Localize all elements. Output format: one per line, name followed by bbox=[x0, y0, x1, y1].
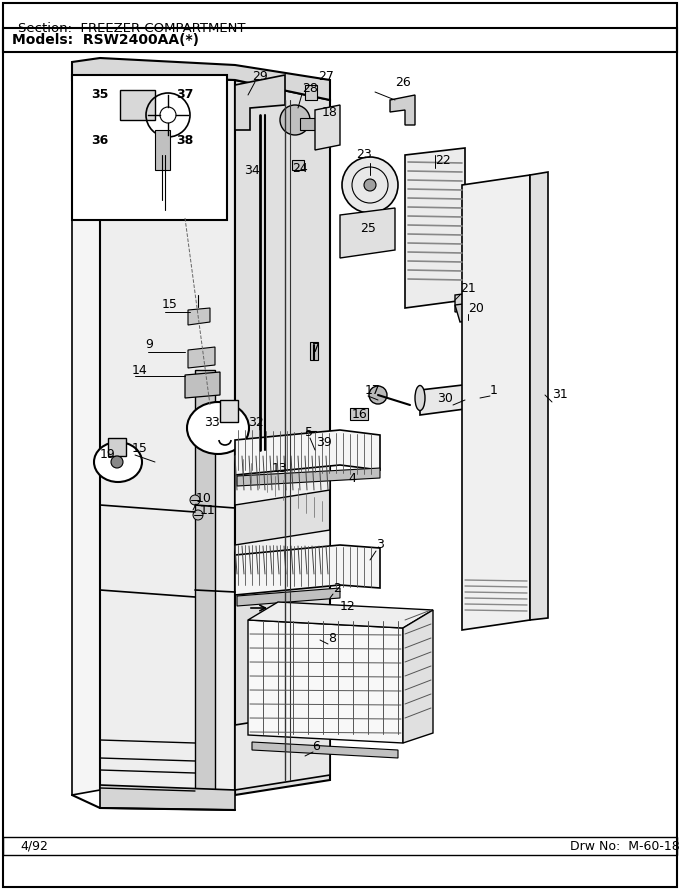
Text: 26: 26 bbox=[395, 76, 411, 88]
Text: 15: 15 bbox=[132, 441, 148, 455]
Text: 33: 33 bbox=[204, 416, 220, 428]
Text: Section:  FREEZER COMPARTMENT: Section: FREEZER COMPARTMENT bbox=[18, 21, 245, 35]
Text: 22: 22 bbox=[435, 153, 451, 166]
Text: 3: 3 bbox=[376, 538, 384, 552]
Polygon shape bbox=[315, 105, 340, 150]
Polygon shape bbox=[235, 430, 380, 475]
Text: 14: 14 bbox=[132, 363, 148, 376]
Bar bbox=[120, 90, 155, 120]
Text: 12: 12 bbox=[340, 600, 356, 612]
Polygon shape bbox=[252, 742, 398, 758]
Polygon shape bbox=[235, 530, 330, 590]
Bar bbox=[350, 408, 368, 420]
Circle shape bbox=[280, 105, 310, 135]
Text: 36: 36 bbox=[91, 134, 109, 147]
Bar bbox=[292, 160, 304, 170]
Text: 37: 37 bbox=[176, 88, 194, 101]
Circle shape bbox=[193, 510, 203, 520]
Text: 21: 21 bbox=[460, 281, 476, 295]
Circle shape bbox=[342, 157, 398, 213]
Circle shape bbox=[111, 456, 123, 468]
Polygon shape bbox=[100, 785, 235, 810]
Polygon shape bbox=[390, 95, 415, 125]
Text: Models:  RSW2400AA(*): Models: RSW2400AA(*) bbox=[12, 33, 199, 47]
Text: 19: 19 bbox=[100, 449, 116, 462]
Text: 35: 35 bbox=[91, 88, 109, 101]
Text: Drw No:  M-60-18: Drw No: M-60-18 bbox=[570, 839, 680, 853]
Polygon shape bbox=[403, 610, 433, 743]
Polygon shape bbox=[455, 298, 515, 322]
Polygon shape bbox=[185, 372, 220, 398]
Polygon shape bbox=[100, 75, 235, 795]
Polygon shape bbox=[235, 710, 330, 790]
Text: 38: 38 bbox=[176, 134, 194, 147]
Ellipse shape bbox=[187, 402, 249, 454]
Text: 27: 27 bbox=[318, 69, 334, 83]
Text: 15: 15 bbox=[162, 298, 178, 312]
Text: 9: 9 bbox=[145, 338, 153, 352]
Polygon shape bbox=[462, 175, 530, 630]
Text: 20: 20 bbox=[468, 302, 484, 314]
Circle shape bbox=[364, 179, 376, 191]
Circle shape bbox=[496, 292, 504, 300]
Polygon shape bbox=[420, 383, 480, 415]
Polygon shape bbox=[235, 75, 285, 130]
Bar bbox=[305, 85, 317, 100]
Polygon shape bbox=[237, 588, 340, 606]
Text: 5: 5 bbox=[305, 425, 313, 439]
Text: 4/92: 4/92 bbox=[20, 839, 48, 853]
Text: 4: 4 bbox=[348, 472, 356, 484]
Polygon shape bbox=[155, 130, 170, 170]
Text: 34: 34 bbox=[244, 164, 260, 176]
Polygon shape bbox=[195, 370, 215, 790]
Text: 39: 39 bbox=[316, 435, 332, 449]
Polygon shape bbox=[188, 308, 210, 325]
Polygon shape bbox=[237, 468, 380, 486]
Ellipse shape bbox=[415, 385, 425, 410]
Polygon shape bbox=[405, 148, 465, 308]
Bar bbox=[310, 342, 318, 360]
Text: 24: 24 bbox=[292, 161, 308, 174]
Polygon shape bbox=[188, 347, 215, 368]
Polygon shape bbox=[235, 545, 380, 595]
Circle shape bbox=[369, 386, 387, 404]
Text: 8: 8 bbox=[328, 632, 336, 644]
Polygon shape bbox=[72, 58, 330, 100]
Text: 13: 13 bbox=[272, 462, 288, 474]
Bar bbox=[306, 431, 316, 445]
Polygon shape bbox=[530, 172, 548, 620]
Text: 17: 17 bbox=[365, 384, 381, 397]
Text: 11: 11 bbox=[200, 504, 216, 516]
Ellipse shape bbox=[94, 442, 142, 482]
Text: 7: 7 bbox=[312, 342, 320, 354]
Text: 2: 2 bbox=[333, 581, 341, 595]
Text: 6: 6 bbox=[312, 740, 320, 753]
Circle shape bbox=[190, 495, 200, 505]
Text: 31: 31 bbox=[552, 389, 568, 401]
Text: 18: 18 bbox=[322, 106, 338, 118]
Text: 16: 16 bbox=[352, 409, 368, 422]
Polygon shape bbox=[248, 602, 433, 628]
Polygon shape bbox=[248, 620, 403, 743]
Polygon shape bbox=[72, 75, 100, 795]
Text: 10: 10 bbox=[196, 491, 212, 505]
Bar bbox=[220, 400, 238, 422]
Bar bbox=[3, 28, 677, 52]
Text: 23: 23 bbox=[356, 149, 372, 161]
Text: 28: 28 bbox=[302, 82, 318, 94]
Polygon shape bbox=[235, 440, 330, 505]
Bar bbox=[72, 75, 227, 220]
Bar bbox=[300, 118, 320, 130]
Bar bbox=[108, 438, 126, 456]
Polygon shape bbox=[455, 288, 510, 312]
Text: 1: 1 bbox=[490, 384, 498, 397]
Polygon shape bbox=[235, 80, 330, 795]
Text: 32: 32 bbox=[248, 416, 264, 428]
Polygon shape bbox=[340, 208, 395, 258]
Text: 25: 25 bbox=[360, 222, 376, 234]
Text: 30: 30 bbox=[437, 392, 453, 404]
Text: 29: 29 bbox=[252, 69, 268, 83]
Bar bbox=[3, 837, 677, 855]
